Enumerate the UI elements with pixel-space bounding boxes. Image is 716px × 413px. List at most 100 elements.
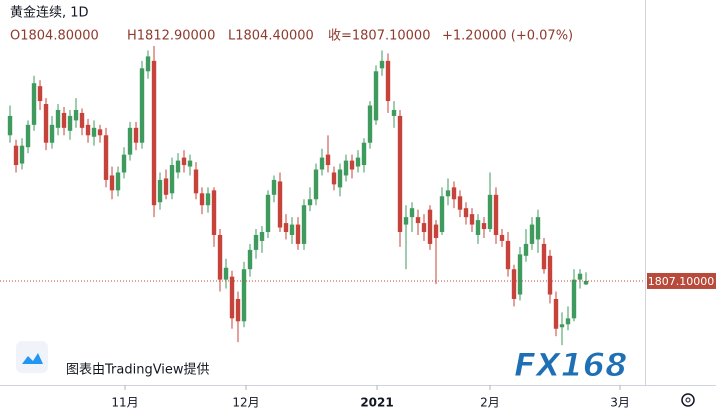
settings-gear-hub[interactable] — [685, 397, 691, 403]
attribution: 图表由TradingView提供 — [66, 362, 210, 378]
logo: FX168 — [514, 346, 627, 384]
candle-body — [253, 234, 259, 250]
candle-body — [433, 224, 439, 238]
x-tick-label: 11月 — [111, 396, 138, 410]
settings-icon[interactable] — [681, 393, 695, 407]
candle-body — [181, 157, 187, 166]
candle-body — [169, 165, 175, 194]
candle-body — [523, 243, 529, 256]
candle-body — [145, 56, 151, 72]
tradingview-icon — [22, 353, 43, 364]
header-change: +1.20000 (+0.07%) — [442, 29, 573, 44]
candle-body — [271, 179, 277, 195]
candle-body — [205, 193, 211, 206]
candle-body — [193, 169, 199, 194]
x-tick-label: 3月 — [610, 396, 630, 410]
candle-body — [139, 68, 145, 143]
candle-body — [487, 194, 493, 230]
plot-area — [7, 45, 589, 346]
header-low: L1804.40000 — [228, 29, 314, 44]
candle-body — [481, 223, 487, 230]
candle-body — [247, 249, 253, 270]
candle-body — [151, 60, 157, 206]
candle-body — [355, 157, 361, 167]
candle-body — [229, 276, 235, 319]
candle-body — [13, 145, 19, 166]
candle-body — [319, 157, 325, 170]
candle-body — [583, 280, 589, 285]
candle-body — [325, 154, 331, 166]
candle-body — [235, 298, 241, 322]
candle-body — [331, 172, 337, 185]
candle-body — [157, 179, 163, 203]
candle-body — [517, 254, 523, 295]
candle-body — [541, 243, 547, 270]
candle-body — [109, 175, 115, 191]
candle-body — [115, 172, 121, 191]
candle-body — [199, 193, 205, 206]
candle-body — [211, 190, 217, 235]
candle-body — [277, 181, 283, 228]
candle-body — [391, 109, 397, 116]
candle-body — [61, 112, 67, 128]
candle-body — [385, 60, 391, 102]
candle-body — [7, 115, 13, 136]
candle-body — [91, 127, 97, 137]
header-close: 收=1807.10000 — [328, 29, 430, 44]
candle-body — [397, 115, 403, 233]
candle-body — [127, 127, 133, 155]
candle-body — [505, 240, 511, 270]
candle-body — [289, 224, 295, 235]
candle-body — [499, 234, 505, 241]
tradingview-badge[interactable] — [16, 341, 48, 373]
x-tick-label: 12月 — [232, 396, 259, 410]
candle-body — [25, 124, 31, 148]
header-high: H1812.90000 — [127, 29, 215, 44]
candle-body — [19, 145, 25, 164]
candle-body — [463, 208, 469, 218]
candle-body — [577, 273, 583, 280]
candle-body — [217, 234, 223, 280]
candle-body — [547, 255, 553, 295]
last-price-label: 1807.10000 — [648, 275, 714, 288]
candle-body — [43, 104, 49, 143]
candle-body — [241, 269, 247, 322]
header-open: O1804.80000 — [10, 29, 99, 44]
candle-body — [373, 71, 379, 121]
candle-body — [469, 214, 475, 225]
candle-body — [31, 83, 37, 125]
candle-body — [571, 279, 577, 319]
chart-title: 黄金连续, 1D — [10, 5, 89, 21]
candle-body — [421, 223, 427, 233]
candle-body — [265, 194, 271, 233]
candle-body — [529, 224, 535, 244]
candle-body — [559, 324, 565, 328]
candle-body — [553, 298, 559, 329]
candle-body — [367, 105, 373, 143]
candle-body — [343, 160, 349, 176]
candle-body — [163, 178, 169, 195]
candle-body — [133, 127, 139, 143]
candle-body — [259, 232, 265, 241]
candle-body — [223, 267, 229, 280]
candle-body — [511, 269, 517, 299]
candle-body — [103, 135, 109, 180]
candle-body — [535, 217, 541, 240]
settings-gear[interactable] — [681, 393, 695, 407]
candle-body — [457, 196, 463, 210]
candle-body — [475, 220, 481, 235]
candle-body — [379, 60, 385, 69]
candle-body — [79, 112, 85, 128]
x-tick-label: 2021 — [360, 396, 393, 410]
candle-body — [313, 169, 319, 200]
candle-body — [493, 194, 499, 235]
candle-body — [403, 217, 409, 225]
candle-body — [121, 154, 127, 173]
candle-body — [49, 124, 55, 143]
candle-body — [73, 109, 79, 121]
candle-body — [427, 209, 433, 244]
candle-body — [445, 190, 451, 197]
candle-body — [97, 129, 103, 136]
candle-body — [349, 160, 355, 170]
